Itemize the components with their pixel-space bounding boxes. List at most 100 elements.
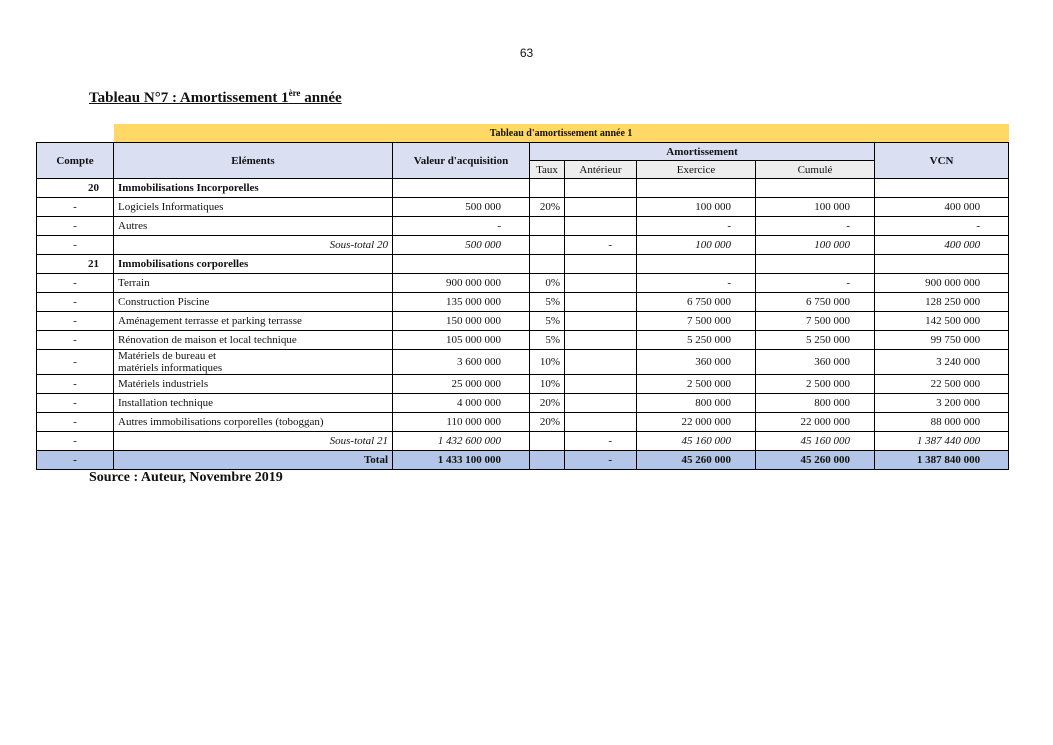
cell-taux bbox=[529, 431, 565, 451]
header-taux: Taux bbox=[529, 160, 565, 179]
table-row: - Rénovation de maison et local technique… bbox=[36, 330, 1010, 350]
cell-element: Rénovation de maison et local technique bbox=[113, 330, 393, 350]
cell-vcn: 900 000 000 bbox=[873, 273, 1010, 293]
cell-vcn: 142 500 000 bbox=[873, 311, 1010, 331]
cell-exercice: 100 000 bbox=[636, 235, 756, 255]
cell-taux: 20% bbox=[529, 412, 565, 432]
title-suffix: année bbox=[300, 90, 342, 106]
cell-valeur: - bbox=[392, 216, 530, 236]
cell-cumule: - bbox=[755, 216, 875, 236]
cell-valeur bbox=[392, 178, 530, 198]
header-valeur: Valeur d'acquisition bbox=[392, 142, 530, 179]
cell-anterieur bbox=[564, 178, 637, 198]
cell-cumule: 100 000 bbox=[755, 197, 875, 217]
cell-taux bbox=[529, 178, 565, 198]
cell-valeur: 4 000 000 bbox=[392, 393, 530, 413]
cell-exercice: - bbox=[636, 216, 756, 236]
cell-taux bbox=[529, 235, 565, 255]
header-vcn: VCN bbox=[873, 142, 1010, 179]
table-caption: Tableau d'amortissement année 1 bbox=[113, 124, 1009, 143]
cell-element: Immobilisations Incorporelles bbox=[113, 178, 393, 198]
cell-cumule bbox=[755, 254, 875, 274]
cell-anterieur: - bbox=[564, 235, 637, 255]
header-elements: Eléments bbox=[113, 142, 393, 179]
cell-vcn: - bbox=[873, 216, 1010, 236]
cell-cumule: 7 500 000 bbox=[755, 311, 875, 331]
cell-valeur: 1 432 600 000 bbox=[392, 431, 530, 451]
cell-compte: 21 bbox=[36, 254, 114, 274]
cell-anterieur bbox=[564, 393, 637, 413]
cell-exercice: 5 250 000 bbox=[636, 330, 756, 350]
cell-taux: 5% bbox=[529, 330, 565, 350]
cell-taux: 5% bbox=[529, 292, 565, 312]
cell-element: Autres immobilisations corporelles (tobo… bbox=[113, 412, 393, 432]
header-anterieur: Antérieur bbox=[564, 160, 637, 179]
cell-vcn: 128 250 000 bbox=[873, 292, 1010, 312]
cell-compte: - bbox=[36, 431, 114, 451]
group-row: 20 Immobilisations Incorporelles bbox=[36, 178, 1010, 198]
cell-cumule: 22 000 000 bbox=[755, 412, 875, 432]
cell-exercice bbox=[636, 178, 756, 198]
cell-element: Sous-total 21 bbox=[113, 431, 393, 451]
header-cumule: Cumulé bbox=[755, 160, 875, 179]
cell-vcn bbox=[873, 178, 1010, 198]
cell-element: Total bbox=[113, 450, 393, 470]
cell-cumule: 360 000 bbox=[755, 349, 875, 375]
cell-anterieur bbox=[564, 273, 637, 293]
total-row: - Total 1 433 100 000-45 260 000 45 260 000… bbox=[36, 450, 1010, 470]
cell-element: Matériels industriels bbox=[113, 374, 393, 394]
cell-exercice: 45 260 000 bbox=[636, 450, 756, 470]
cell-vcn: 400 000 bbox=[873, 197, 1010, 217]
cell-element: Matériels de bureau et matériels informa… bbox=[113, 349, 393, 375]
cell-valeur bbox=[392, 254, 530, 274]
cell-compte: - bbox=[36, 412, 114, 432]
source-note: Source : Auteur, Novembre 2019 bbox=[89, 470, 283, 485]
cell-exercice: - bbox=[636, 273, 756, 293]
cell-vcn: 3 200 000 bbox=[873, 393, 1010, 413]
table-row: - Installation technique 4 000 000 20% 800 0… bbox=[36, 393, 1010, 413]
cell-element: Autres bbox=[113, 216, 393, 236]
cell-compte: - bbox=[36, 330, 114, 350]
cell-anterieur: - bbox=[564, 450, 637, 470]
cell-taux bbox=[529, 216, 565, 236]
cell-element: Aménagement terrasse et parking terrasse bbox=[113, 311, 393, 331]
cell-cumule: 2 500 000 bbox=[755, 374, 875, 394]
cell-compte: - bbox=[36, 197, 114, 217]
cell-taux: 0% bbox=[529, 273, 565, 293]
cell-compte: - bbox=[36, 311, 114, 331]
cell-anterieur bbox=[564, 292, 637, 312]
cell-cumule: 45 260 000 bbox=[755, 450, 875, 470]
table-row: - Autres immobilisations corporelles (tob… bbox=[36, 412, 1010, 432]
cell-exercice bbox=[636, 254, 756, 274]
cell-element: Sous-total 20 bbox=[113, 235, 393, 255]
cell-vcn: 1 387 440 000 bbox=[873, 431, 1010, 451]
cell-vcn: 99 750 000 bbox=[873, 330, 1010, 350]
cell-anterieur bbox=[564, 216, 637, 236]
cell-valeur: 110 000 000 bbox=[392, 412, 530, 432]
subtotal-row: - Sous-total 20 500 000-100 000 100 000 400 … bbox=[36, 235, 1010, 255]
cell-element: Construction Piscine bbox=[113, 292, 393, 312]
table-row: - Aménagement terrasse et parking terrass… bbox=[36, 311, 1010, 331]
cell-cumule: 45 160 000 bbox=[755, 431, 875, 451]
cell-compte: 20 bbox=[36, 178, 114, 198]
cell-vcn: 22 500 000 bbox=[873, 374, 1010, 394]
cell-compte: - bbox=[36, 374, 114, 394]
cell-exercice: 800 000 bbox=[636, 393, 756, 413]
cell-anterieur bbox=[564, 330, 637, 350]
cell-element: Installation technique bbox=[113, 393, 393, 413]
cell-element: Terrain bbox=[113, 273, 393, 293]
table-row: - Construction Piscine 135 000 000 5% 6 750 … bbox=[36, 292, 1010, 312]
cell-anterieur: - bbox=[564, 431, 637, 451]
cell-compte: - bbox=[36, 393, 114, 413]
cell-vcn: 1 387 840 000 bbox=[873, 450, 1010, 470]
cell-exercice: 360 000 bbox=[636, 349, 756, 375]
cell-taux: 5% bbox=[529, 311, 565, 331]
cell-exercice: 2 500 000 bbox=[636, 374, 756, 394]
cell-cumule bbox=[755, 178, 875, 198]
cell-valeur: 25 000 000 bbox=[392, 374, 530, 394]
title-text: Tableau N°7 : Amortissement 1 bbox=[89, 90, 289, 106]
header-compte: Compte bbox=[36, 142, 114, 179]
cell-cumule: 6 750 000 bbox=[755, 292, 875, 312]
cell-vcn: 3 240 000 bbox=[873, 349, 1010, 375]
cell-taux: 20% bbox=[529, 393, 565, 413]
